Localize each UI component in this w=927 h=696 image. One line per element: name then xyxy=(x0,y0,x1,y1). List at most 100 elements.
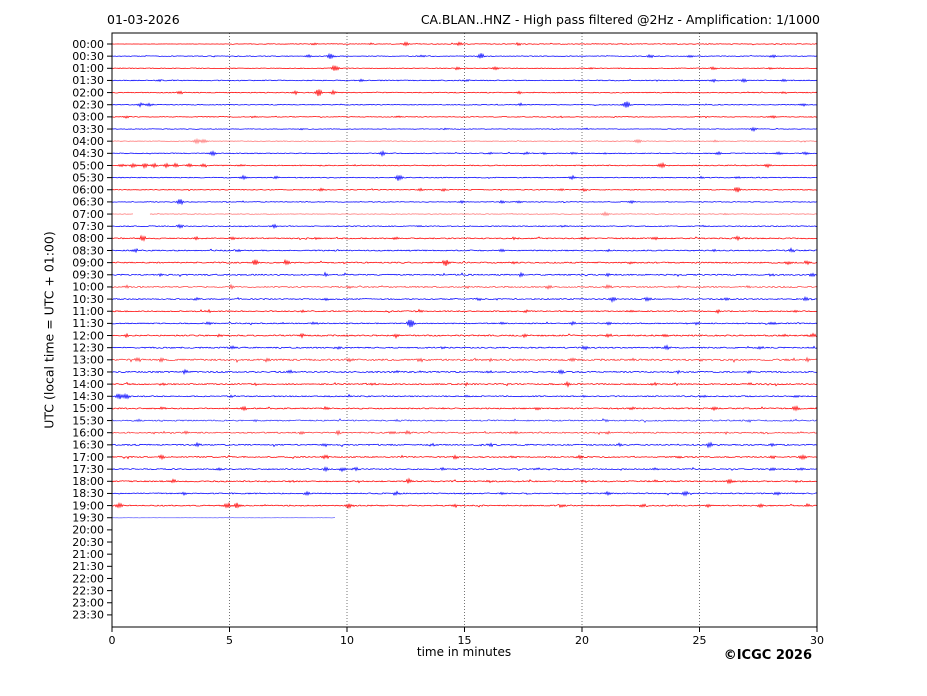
seismic-trace-row xyxy=(111,453,818,461)
seismic-trace-row xyxy=(111,223,818,230)
y-tick-label: 17:30 xyxy=(72,463,104,476)
y-tick-label: 01:00 xyxy=(72,62,104,75)
seismic-trace-row xyxy=(111,78,818,84)
x-axis-label: time in minutes xyxy=(416,645,512,659)
y-tick-label: 19:00 xyxy=(72,499,104,512)
y-tick-label: 13:00 xyxy=(72,354,104,367)
seismic-trace-row xyxy=(111,418,818,423)
x-tick-label: 5 xyxy=(226,634,233,647)
seismic-trace-row xyxy=(111,64,818,71)
y-tick-label: 01:30 xyxy=(72,74,104,87)
seismic-trace-row xyxy=(111,380,818,388)
y-tick-label: 22:30 xyxy=(72,584,104,597)
y-tick-label: 12:30 xyxy=(72,341,104,354)
seismic-trace-row xyxy=(111,234,818,242)
seismic-trace-row xyxy=(111,186,818,193)
x-tick-label: 0 xyxy=(109,634,116,647)
seismic-trace-row xyxy=(111,137,818,145)
seismic-trace-row xyxy=(111,161,818,170)
seismic-trace-row xyxy=(111,501,818,510)
seismic-trace-row xyxy=(111,356,818,363)
x-tick-label: 10 xyxy=(340,634,354,647)
y-tick-label: 09:00 xyxy=(72,256,104,269)
y-tick-label: 19:30 xyxy=(72,512,104,525)
seismic-trace-row xyxy=(111,405,818,412)
y-tick-label: 13:30 xyxy=(72,366,104,379)
seismic-trace-row xyxy=(111,441,818,449)
seismic-trace-row xyxy=(111,101,818,108)
seismic-trace-row xyxy=(111,332,818,339)
y-tick-label: 20:00 xyxy=(72,524,104,537)
y-tick-label: 23:30 xyxy=(72,609,104,622)
y-tick-label: 02:00 xyxy=(72,86,104,99)
seismic-trace-row xyxy=(111,271,818,278)
y-tick-label: 10:30 xyxy=(72,293,104,306)
y-tick-label: 04:30 xyxy=(72,147,104,160)
seismic-trace-row xyxy=(111,392,818,400)
y-tick-label: 07:00 xyxy=(72,208,104,221)
y-tick-label: 21:30 xyxy=(72,560,104,573)
y-tick-label: 20:30 xyxy=(72,536,104,549)
y-tick-label: 08:30 xyxy=(72,244,104,257)
seismic-trace-row xyxy=(111,247,818,254)
seismic-trace-row xyxy=(111,52,818,60)
seismic-trace-row xyxy=(111,199,818,206)
y-tick-label: 16:30 xyxy=(72,439,104,452)
y-tick-label: 06:30 xyxy=(72,196,104,209)
seismic-trace-row xyxy=(111,308,818,315)
seismic-trace-row xyxy=(111,477,818,485)
seismic-trace-row xyxy=(111,283,818,290)
y-tick-label: 05:30 xyxy=(72,171,104,184)
seismic-trace-row xyxy=(111,319,818,328)
y-tick-label: 14:30 xyxy=(72,390,104,403)
seismic-trace-row xyxy=(111,126,817,132)
y-tick-label: 21:00 xyxy=(72,548,104,561)
y-tick-label: 18:30 xyxy=(72,487,104,500)
y-tick-label: 09:30 xyxy=(72,269,104,282)
plot-title: CA.BLAN..HNZ - High pass filtered @2Hz -… xyxy=(420,12,820,27)
copyright-label: ©ICGC 2026 xyxy=(723,648,812,663)
y-tick-label: 03:00 xyxy=(72,111,104,124)
seismic-trace-row xyxy=(111,114,818,119)
y-tick-label: 03:30 xyxy=(72,123,104,136)
y-tick-label: 11:00 xyxy=(72,305,104,318)
y-tick-label: 05:00 xyxy=(72,159,104,172)
y-tick-label: 11:30 xyxy=(72,317,104,330)
y-tick-label: 16:00 xyxy=(72,427,104,440)
y-tick-label: 10:00 xyxy=(72,281,104,294)
seismic-trace-row xyxy=(111,150,818,158)
seismic-trace-row xyxy=(111,368,818,375)
y-tick-label: 18:00 xyxy=(72,475,104,488)
y-tick-label: 00:30 xyxy=(72,50,104,63)
seismic-trace-row xyxy=(111,89,818,97)
x-tick-label: 20 xyxy=(575,634,589,647)
date-label: 01-03-2026 xyxy=(107,12,180,27)
seismic-trace-row xyxy=(111,258,818,267)
y-tick-label: 12:00 xyxy=(72,329,104,342)
y-tick-label: 07:30 xyxy=(72,220,104,233)
y-tick-label: 00:00 xyxy=(72,38,104,51)
y-tick-label: 04:00 xyxy=(72,135,104,148)
y-tick-label: 14:00 xyxy=(72,378,104,391)
x-tick-label: 15 xyxy=(458,634,472,647)
y-tick-label: 23:00 xyxy=(72,597,104,610)
seismic-trace-row xyxy=(111,466,818,473)
y-tick-label: 15:00 xyxy=(72,402,104,415)
x-tick-label: 25 xyxy=(693,634,707,647)
y-tick-label: 08:00 xyxy=(72,232,104,245)
seismic-trace-row xyxy=(111,174,818,181)
seismic-trace-row xyxy=(111,490,818,497)
y-tick-label: 02:30 xyxy=(72,99,104,112)
seismic-trace-row xyxy=(111,210,818,217)
seismic-trace-row xyxy=(111,429,818,437)
y-tick-label: 22:00 xyxy=(72,572,104,585)
seismic-trace-row xyxy=(111,296,818,303)
seismic-trace-row xyxy=(111,41,818,47)
x-tick-label: 30 xyxy=(810,634,824,647)
y-tick-label: 06:00 xyxy=(72,184,104,197)
y-tick-label: 15:30 xyxy=(72,414,104,427)
y-tick-label: 17:00 xyxy=(72,451,104,464)
seismic-trace-row xyxy=(111,344,818,351)
